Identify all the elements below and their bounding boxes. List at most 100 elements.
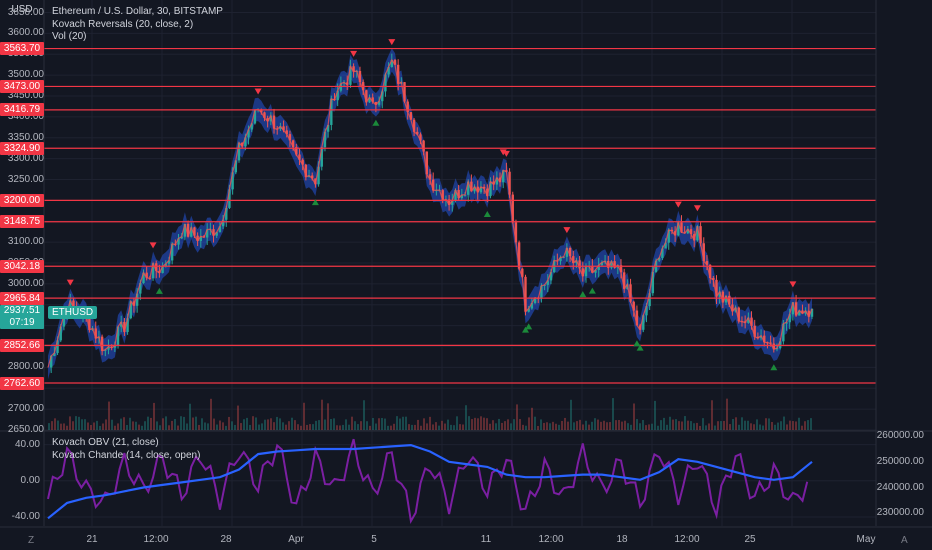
candle-body — [502, 170, 505, 183]
candle-body — [225, 207, 228, 220]
indicator-legend-reversals[interactable]: Kovach Reversals (20, close, 2) — [52, 19, 194, 30]
candle-body — [807, 310, 811, 317]
volume-bar — [75, 416, 77, 430]
volume-bar — [360, 421, 362, 430]
candle-body — [794, 302, 798, 316]
candle-body — [425, 151, 429, 175]
buy-marker — [633, 340, 641, 347]
volume-bar — [78, 416, 80, 430]
volume-bar — [597, 419, 599, 430]
volume-bar — [423, 418, 425, 430]
level-label: 2852.66 — [0, 338, 44, 352]
volume-bar — [567, 421, 569, 430]
volume-bar — [780, 421, 782, 430]
candle-body — [546, 280, 549, 285]
volume-bar — [243, 419, 245, 430]
volume-bar — [207, 423, 209, 430]
price-tick: 3400.00 — [7, 110, 44, 122]
currency-label[interactable]: USD — [11, 4, 33, 15]
volume-bar — [114, 425, 116, 430]
price-tick: 3450.00 — [7, 90, 44, 101]
volume-bar — [366, 421, 368, 430]
volume-bar — [420, 425, 422, 430]
volume-bar — [192, 417, 194, 430]
volume-bar — [438, 425, 440, 430]
sell-marker — [388, 39, 396, 46]
zoom-toggle-icon[interactable]: Z — [28, 535, 35, 546]
buy-marker — [588, 287, 596, 294]
volume-bar — [453, 425, 455, 430]
candle-body — [336, 90, 339, 101]
volume-bar — [699, 425, 701, 430]
volume-bar — [171, 420, 173, 430]
candle-body — [282, 126, 285, 131]
chart-title[interactable]: Ethereum / U.S. Dollar, 30, BITSTAMP — [52, 6, 223, 17]
candle-body — [365, 90, 368, 103]
level-label: 3324.90 — [0, 141, 44, 155]
candle-body — [724, 295, 728, 303]
auto-scale-icon[interactable]: A — [901, 535, 908, 546]
candle-body — [339, 83, 343, 91]
volume-bar — [312, 424, 314, 430]
candle-body — [416, 131, 419, 135]
volume-bar — [564, 417, 566, 430]
volume-bar — [621, 421, 623, 430]
price-band-fill — [48, 48, 812, 380]
volume-bar — [66, 425, 68, 430]
volume-bar — [618, 420, 620, 430]
candle-body — [59, 326, 62, 341]
sell-marker — [350, 50, 358, 57]
volume-bar — [348, 424, 350, 430]
candle-body — [49, 355, 53, 368]
volume-bar — [363, 400, 365, 430]
indicator-legend-obv[interactable]: Kovach OBV (21, close) — [52, 437, 159, 448]
candle-body — [151, 263, 155, 279]
volume-bar — [60, 423, 62, 430]
volume-bar — [222, 422, 224, 430]
volume-bar — [258, 424, 260, 430]
candle-body — [244, 137, 247, 147]
volume-bar — [144, 421, 146, 430]
candle-body — [320, 147, 323, 167]
volume-bar — [330, 418, 332, 430]
candle-body — [161, 266, 164, 274]
indicator-legend-chande[interactable]: Kovach Chande (14, close, open) — [52, 450, 201, 461]
volume-bar — [264, 419, 266, 430]
volume-bar — [456, 416, 458, 430]
time-tick: 12:00 — [674, 534, 700, 545]
indicator-legend-volume[interactable]: Vol (20) — [52, 31, 87, 42]
candle-body — [94, 328, 97, 339]
candle-body — [428, 174, 432, 180]
candle-body — [607, 260, 610, 268]
time-tick: 25 — [744, 534, 756, 545]
candle-body — [412, 119, 416, 132]
candle-body — [594, 270, 597, 273]
candle-body — [785, 322, 788, 324]
candle-body — [670, 229, 674, 232]
buy-marker — [372, 119, 380, 126]
volume-bar — [372, 418, 374, 430]
buy-marker — [525, 323, 533, 330]
volume-bar — [681, 421, 683, 430]
candle-body — [247, 129, 250, 138]
candle-body — [212, 229, 215, 236]
volume-bar — [747, 420, 749, 430]
volume-bar — [378, 418, 380, 430]
candle-body — [521, 268, 524, 277]
volume-bar — [633, 403, 635, 430]
volume-bar — [636, 419, 638, 430]
candle-body — [377, 101, 381, 105]
volume-bar — [732, 419, 734, 430]
volume-bar — [153, 402, 155, 430]
price-tick: 2650.00 — [7, 424, 44, 435]
candle-body — [772, 343, 775, 350]
volume-bar — [81, 419, 83, 430]
candle-body — [454, 189, 457, 202]
buy-marker — [636, 344, 644, 351]
volume-bar — [645, 425, 647, 430]
volume-bar — [615, 420, 617, 430]
volume-bar — [405, 416, 407, 430]
candle-body — [568, 247, 572, 257]
volume-bar — [513, 419, 515, 430]
